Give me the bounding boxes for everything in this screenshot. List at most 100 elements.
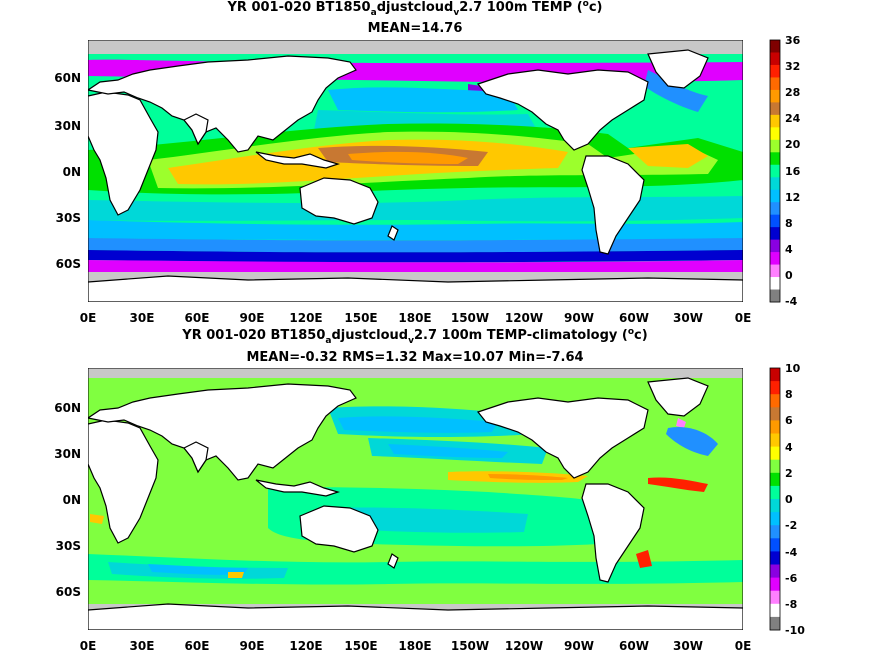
lon-label: 120E bbox=[289, 639, 322, 653]
colorbar-swatch bbox=[770, 459, 780, 474]
lon-label: 60W bbox=[619, 311, 649, 325]
colorbar-swatch bbox=[770, 114, 780, 128]
colorbar-swatch bbox=[770, 77, 780, 91]
top-title-mean: MEAN=14.76 bbox=[368, 21, 463, 36]
lon-label: 150E bbox=[344, 311, 377, 325]
colorbar-swatch bbox=[770, 252, 780, 265]
colorbar-label: 32 bbox=[785, 60, 800, 73]
colorbar-frame bbox=[769, 367, 781, 631]
bottom-colorbar-labels: 10 8 6 4 2 0 -2 -4 -6 -8 -10 bbox=[785, 362, 805, 637]
colorbar-swatch bbox=[770, 189, 780, 203]
top-map bbox=[88, 40, 743, 302]
colorbar-label: 10 bbox=[785, 362, 801, 375]
colorbar-label: 6 bbox=[785, 414, 793, 427]
colorbar-label: 8 bbox=[785, 388, 793, 401]
lon-label: 0E bbox=[80, 639, 97, 653]
lat-label: 30S bbox=[56, 211, 81, 225]
colorbar-frame bbox=[769, 39, 781, 303]
colorbar-label: 4 bbox=[785, 243, 793, 256]
colorbar-swatch bbox=[770, 227, 780, 241]
colorbar-label: 24 bbox=[785, 112, 801, 125]
lon-label: 30E bbox=[130, 311, 155, 325]
lon-label: 150W bbox=[451, 311, 489, 325]
lat-label: 30N bbox=[54, 447, 81, 461]
colorbar-swatch bbox=[770, 446, 780, 461]
colorbar-swatch bbox=[770, 577, 780, 592]
colorbar-swatch bbox=[770, 603, 780, 618]
lon-label: 120W bbox=[505, 311, 543, 325]
lon-label: 150W bbox=[451, 639, 489, 653]
lat-label: 30N bbox=[54, 119, 81, 133]
lon-label: 30W bbox=[673, 311, 703, 325]
colorbar-swatch bbox=[770, 52, 780, 66]
colorbar-label: -8 bbox=[785, 598, 797, 611]
colorbar-swatch bbox=[770, 381, 780, 395]
colorbar-swatch bbox=[770, 433, 780, 447]
bottom-colorbar bbox=[769, 367, 781, 631]
bottom-lat-labels: 60N 30N 0N 30S 60S bbox=[54, 401, 81, 599]
lon-label: 120W bbox=[505, 639, 543, 653]
lat-label: 0N bbox=[63, 493, 81, 507]
lon-label: 90E bbox=[240, 311, 265, 325]
colorbar-swatch bbox=[770, 202, 780, 216]
colorbar-label: -2 bbox=[785, 519, 797, 532]
colorbar-swatch bbox=[770, 177, 780, 191]
colorbar-label: 0 bbox=[785, 269, 793, 282]
lon-label: 60E bbox=[185, 311, 210, 325]
colorbar-swatch bbox=[770, 102, 780, 116]
lat-label: 60N bbox=[54, 401, 81, 415]
bottom-title-stats: MEAN=-0.32 RMS=1.32 Max=10.07 Min=-7.64 bbox=[246, 350, 583, 365]
lon-label: 150E bbox=[344, 639, 377, 653]
lon-label: 0E bbox=[80, 311, 97, 325]
colorbar-swatch bbox=[770, 472, 780, 487]
lon-label: 90E bbox=[240, 639, 265, 653]
bottom-map bbox=[88, 368, 743, 630]
colorbar-label: 2 bbox=[785, 467, 793, 480]
lon-label: 90W bbox=[564, 311, 594, 325]
top-colorbar bbox=[769, 39, 781, 303]
colorbar-swatch bbox=[770, 394, 780, 408]
colorbar-swatch bbox=[770, 525, 780, 539]
colorbar-swatch bbox=[770, 551, 780, 565]
lat-label: 60S bbox=[56, 585, 81, 599]
colorbar-swatch bbox=[770, 512, 780, 526]
colorbar-label: -4 bbox=[785, 546, 798, 559]
colorbar-swatch bbox=[770, 616, 780, 631]
colorbar-swatch bbox=[770, 239, 780, 253]
colorbar-swatch bbox=[770, 289, 780, 303]
colorbar-swatch bbox=[770, 499, 780, 513]
lon-label: 60W bbox=[619, 639, 649, 653]
bottom-title-line1: YR 001-020 BT1850adjustcloudv2.7 100m TE… bbox=[181, 327, 647, 346]
top-colorbar-labels: 36 32 28 24 20 16 12 8 4 0 -4 bbox=[785, 34, 801, 308]
bottom-panel: YR 001-020 BT1850adjustcloudv2.7 100m TE… bbox=[54, 327, 805, 653]
top-lat-labels: 60N 30N 0N 30S 60S bbox=[54, 71, 81, 271]
bottom-lon-labels: 0E 30E 60E 90E 120E 150E 180E 150W 120W … bbox=[80, 639, 752, 653]
colorbar-swatch bbox=[770, 407, 780, 421]
colorbar-swatch bbox=[770, 164, 780, 178]
lon-label: 120E bbox=[289, 311, 322, 325]
lon-label: 30E bbox=[130, 639, 155, 653]
lon-label: 30W bbox=[673, 639, 703, 653]
lon-label: 0E bbox=[735, 639, 752, 653]
lat-label: 30S bbox=[56, 539, 81, 553]
colorbar-label: 28 bbox=[785, 86, 800, 99]
lon-label: 60E bbox=[185, 639, 210, 653]
colorbar-swatch bbox=[770, 485, 780, 500]
colorbar-swatch bbox=[770, 214, 780, 228]
colorbar-swatch bbox=[770, 420, 780, 434]
lon-label: 180E bbox=[398, 311, 431, 325]
lat-label: 0N bbox=[63, 165, 81, 179]
lat-label: 60S bbox=[56, 257, 81, 271]
colorbar-swatch bbox=[770, 538, 780, 552]
colorbar-label: 12 bbox=[785, 191, 800, 204]
colorbar-swatch bbox=[770, 40, 780, 53]
lon-label: 180E bbox=[398, 639, 431, 653]
colorbar-label: 16 bbox=[785, 165, 801, 178]
top-title-line1: YR 001-020 BT1850adjustcloudv2.7 100m TE… bbox=[227, 0, 603, 18]
colorbar-swatch bbox=[770, 152, 780, 166]
colorbar-swatch bbox=[770, 590, 780, 605]
top-lon-labels: 0E 30E 60E 90E 120E 150E 180E 150W 120W … bbox=[80, 311, 752, 325]
lat-label: 60N bbox=[54, 71, 81, 85]
colorbar-swatch bbox=[770, 564, 780, 578]
